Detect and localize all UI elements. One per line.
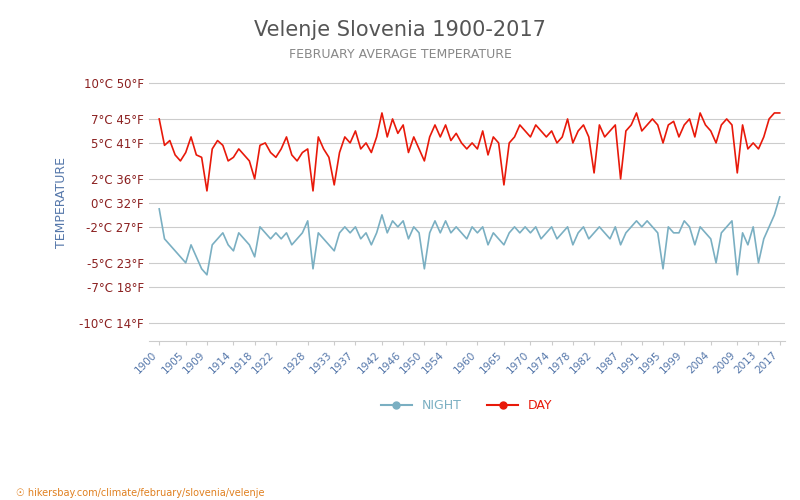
- Text: FEBRUARY AVERAGE TEMPERATURE: FEBRUARY AVERAGE TEMPERATURE: [289, 48, 511, 60]
- Text: Velenje Slovenia 1900-2017: Velenje Slovenia 1900-2017: [254, 20, 546, 40]
- Legend: NIGHT, DAY: NIGHT, DAY: [376, 394, 558, 417]
- Text: ☉ hikersbay.com/climate/february/slovenia/velenje: ☉ hikersbay.com/climate/february/sloveni…: [16, 488, 265, 498]
- Y-axis label: TEMPERATURE: TEMPERATURE: [55, 158, 68, 248]
